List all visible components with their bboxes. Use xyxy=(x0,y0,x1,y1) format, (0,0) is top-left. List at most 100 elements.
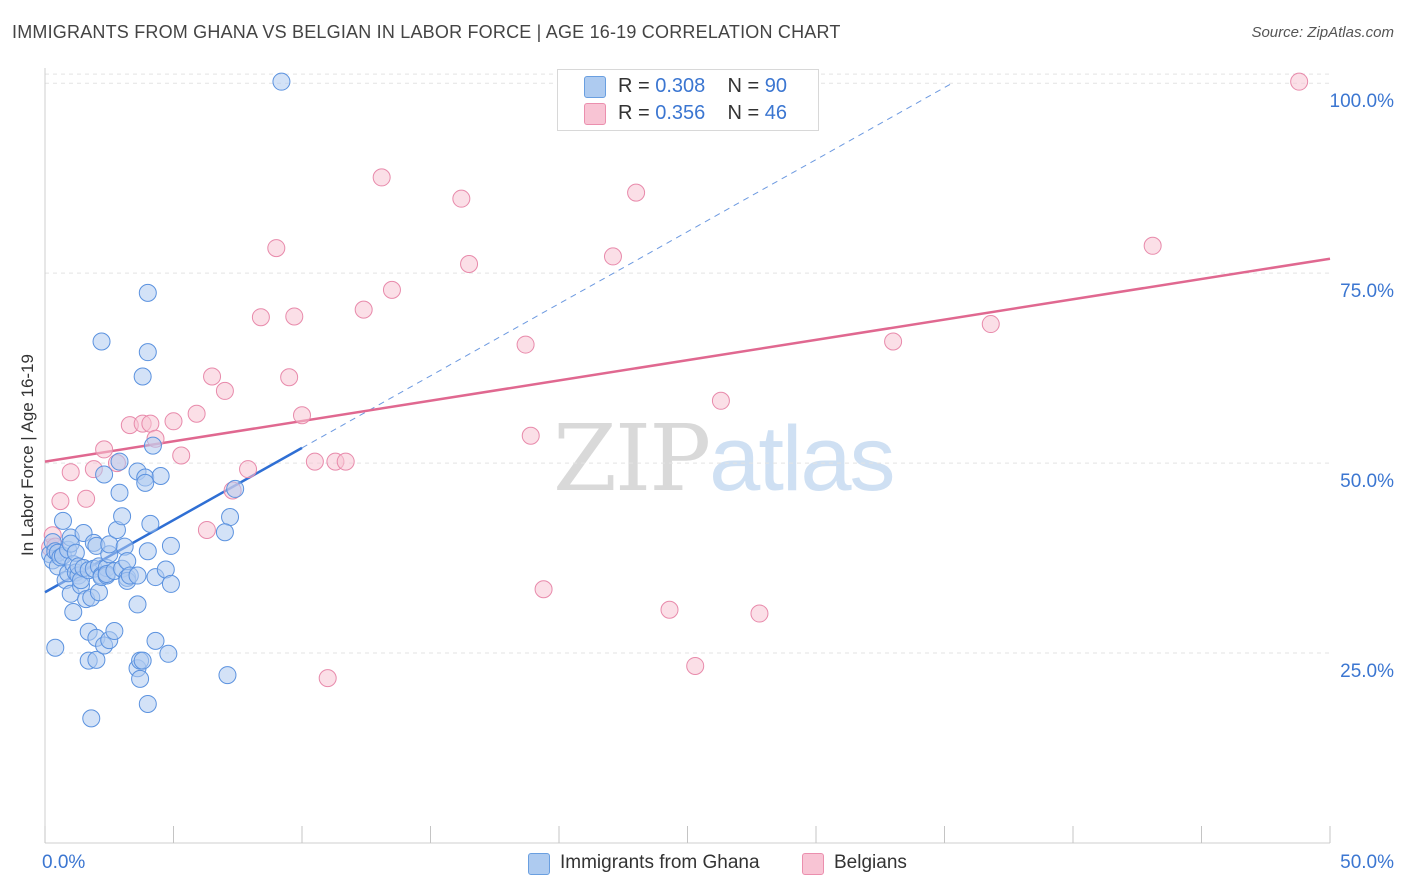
point-belgians xyxy=(305,452,324,471)
point-ghana xyxy=(105,622,124,641)
axes xyxy=(44,68,1331,844)
legend-n-label: N = xyxy=(727,75,760,97)
point-belgians xyxy=(293,406,311,425)
point-ghana xyxy=(128,595,147,614)
point-ghana xyxy=(113,507,132,526)
point-ghana xyxy=(221,508,240,527)
point-belgians xyxy=(382,280,401,299)
legend-swatch-belgians xyxy=(802,853,824,875)
grid-lines xyxy=(45,73,1330,654)
point-ghana xyxy=(159,644,178,663)
point-ghana xyxy=(133,651,152,670)
legend-swatch-ghana xyxy=(528,853,550,875)
point-belgians xyxy=(172,446,191,465)
correlation-legend: R = 0.308 N = 90 R = 0.356 N = 46 xyxy=(557,69,819,131)
point-ghana xyxy=(46,638,65,657)
point-ghana xyxy=(218,666,237,685)
point-belgians xyxy=(187,404,206,423)
legend-swatch-ghana xyxy=(584,76,606,98)
point-belgians xyxy=(354,300,373,319)
point-belgians xyxy=(51,492,70,511)
point-belgians xyxy=(61,463,80,482)
trend-line-belgians xyxy=(44,257,1331,463)
source-credit: Source: ZipAtlas.com xyxy=(1251,24,1394,41)
point-belgians xyxy=(711,391,730,410)
point-belgians xyxy=(318,669,337,688)
point-belgians xyxy=(884,332,903,351)
point-belgians xyxy=(452,189,471,208)
point-belgians xyxy=(372,168,391,187)
series-legend: Immigrants from Ghana Belgians xyxy=(0,852,1406,878)
point-belgians xyxy=(981,315,1000,334)
point-ghana xyxy=(138,343,157,362)
point-ghana xyxy=(64,603,83,622)
chart-title: IMMIGRANTS FROM GHANA VS BELGIAN IN LABO… xyxy=(12,22,841,42)
point-ghana xyxy=(136,473,155,492)
legend-n-value-belgians: 46 xyxy=(764,102,788,124)
point-ghana xyxy=(146,631,165,650)
legend-n-value-ghana: 90 xyxy=(764,75,788,97)
point-belgians xyxy=(521,426,540,445)
point-belgians xyxy=(660,600,679,619)
point-belgians xyxy=(750,604,769,623)
trend-line-ghana-extension xyxy=(301,82,953,449)
point-belgians xyxy=(285,307,304,326)
legend-n-label: N = xyxy=(727,102,760,124)
point-ghana xyxy=(131,669,150,688)
point-ghana xyxy=(141,514,160,533)
watermark-zip: ZIP xyxy=(553,405,711,512)
point-ghana xyxy=(110,483,129,502)
watermark: ZIPatlas xyxy=(553,405,896,512)
point-ghana xyxy=(82,709,101,728)
legend-label-ghana: Immigrants from Ghana xyxy=(560,852,760,873)
legend-r-label: R = xyxy=(618,102,650,124)
y-tick-label-50: 50.0% xyxy=(1340,471,1394,493)
point-belgians xyxy=(627,183,646,202)
point-belgians xyxy=(239,460,258,479)
y-tick-label-75: 75.0% xyxy=(1340,281,1394,303)
point-belgians xyxy=(95,440,114,459)
point-ghana xyxy=(161,536,180,555)
point-ghana xyxy=(87,650,106,669)
point-ghana xyxy=(138,694,157,713)
data-points xyxy=(41,72,1309,728)
point-belgians xyxy=(203,367,222,386)
point-belgians xyxy=(164,412,183,431)
point-belgians xyxy=(141,414,160,433)
point-belgians xyxy=(603,247,622,266)
point-ghana xyxy=(272,72,291,91)
point-belgians xyxy=(215,381,234,400)
y-tick-label-100: 100.0% xyxy=(1329,91,1394,113)
y-axis-title: In Labor Force | Age 16-19 xyxy=(18,354,37,556)
point-belgians xyxy=(267,239,286,258)
point-ghana xyxy=(143,436,162,455)
point-ghana xyxy=(53,511,72,530)
point-ghana xyxy=(89,583,108,602)
point-belgians xyxy=(516,335,535,354)
point-ghana xyxy=(95,465,114,484)
y-tick-label-25: 25.0% xyxy=(1340,661,1394,683)
point-ghana xyxy=(128,566,147,585)
point-ghana xyxy=(133,367,152,386)
point-ghana xyxy=(138,283,157,302)
point-ghana xyxy=(226,479,245,498)
point-belgians xyxy=(197,520,216,539)
point-ghana xyxy=(110,452,129,471)
point-belgians xyxy=(534,580,553,599)
point-ghana xyxy=(161,574,180,593)
point-belgians xyxy=(280,368,299,387)
legend-r-value-belgians: 0.356 xyxy=(655,102,706,124)
x-tick-label-min: 0.0% xyxy=(42,852,86,873)
watermark-atlas: atlas xyxy=(709,408,895,510)
point-belgians xyxy=(460,255,479,274)
point-ghana xyxy=(151,467,170,486)
point-ghana xyxy=(138,542,157,561)
legend-r-label: R = xyxy=(618,75,650,97)
legend-r-value-ghana: 0.308 xyxy=(655,75,706,97)
point-ghana xyxy=(215,523,234,542)
point-belgians xyxy=(77,489,96,508)
point-belgians xyxy=(686,656,705,675)
point-belgians xyxy=(251,308,270,327)
legend-label-belgians: Belgians xyxy=(834,852,907,873)
